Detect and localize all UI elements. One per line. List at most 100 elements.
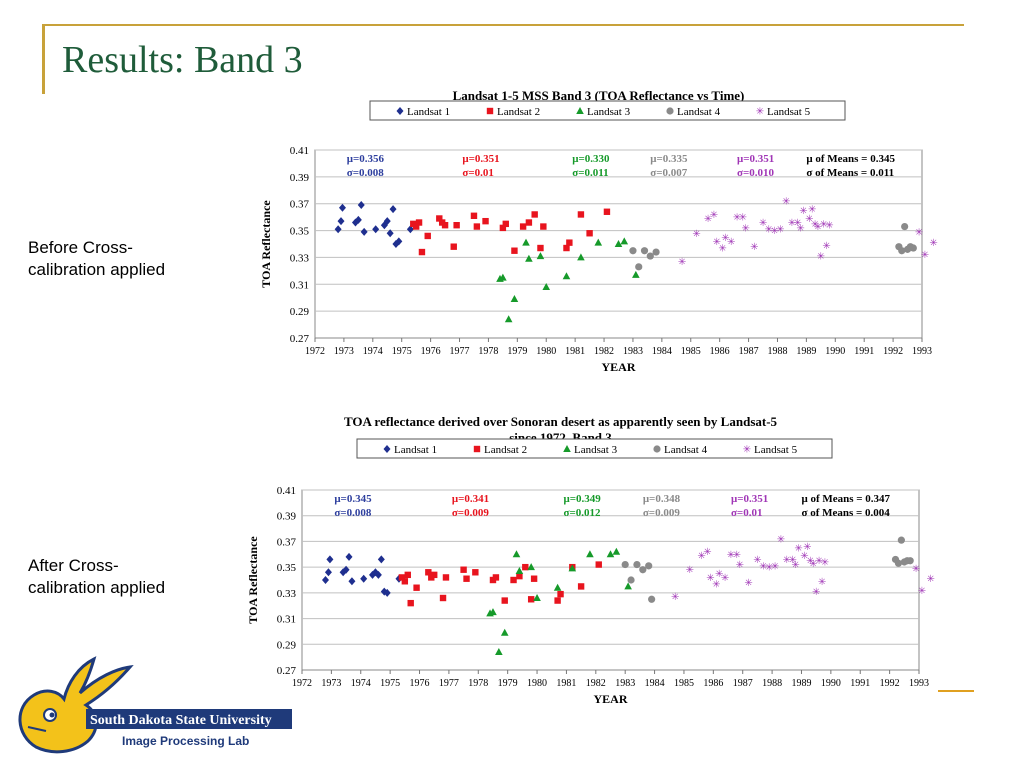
stat-annotation-sigma: σ=0.011 bbox=[572, 167, 608, 179]
stat-annotation-sigma: σ of Means = 0.004 bbox=[801, 507, 890, 519]
landsat-1-point bbox=[389, 205, 397, 214]
x-tick-label: 1977 bbox=[450, 346, 470, 357]
landsat-1-point bbox=[371, 568, 379, 577]
landsat-3-point bbox=[533, 594, 541, 601]
logo-line1: South Dakota State University bbox=[90, 713, 272, 728]
landsat-1-point bbox=[392, 240, 400, 248]
legend-box bbox=[369, 100, 846, 121]
landsat-1-point bbox=[322, 576, 330, 584]
landsat-3-point bbox=[512, 550, 521, 558]
landsat-5-point: ✳ bbox=[921, 250, 929, 261]
landsat-5-point: ✳ bbox=[814, 222, 822, 233]
x-tick-label: 1980 bbox=[527, 678, 547, 689]
landsat-2-point bbox=[407, 599, 414, 607]
landsat-1-point bbox=[383, 588, 391, 597]
landsat-5-point: ✳ bbox=[739, 213, 747, 224]
x-tick-label: 1982 bbox=[586, 678, 606, 689]
landsat-4-point bbox=[898, 247, 906, 255]
x-tick-label: 1987 bbox=[739, 346, 759, 357]
landsat-5-point: ✳ bbox=[929, 238, 937, 249]
legend-entry: Landsat 1 bbox=[407, 106, 450, 118]
x-tick-label: 1973 bbox=[334, 346, 354, 357]
landsat-5-point: ✳ bbox=[822, 241, 830, 252]
landsat-4-point bbox=[901, 222, 909, 231]
landsat-1-point bbox=[374, 570, 382, 579]
chart-legend: Landsat 1 Landsat 2 Landsat 3 Landsat 4 ✳ Lan… bbox=[369, 100, 846, 121]
landsat-5-point: ✳ bbox=[678, 257, 686, 268]
landsat-5-point: ✳ bbox=[918, 586, 926, 597]
landsat-5-point: ✳ bbox=[741, 223, 749, 234]
landsat-5-point: ✳ bbox=[706, 573, 714, 584]
landsat-3-point bbox=[612, 547, 621, 555]
landsat-2-point bbox=[595, 561, 602, 568]
landsat-5-point: ✳ bbox=[927, 574, 935, 585]
landsat-1-point bbox=[372, 225, 380, 234]
landsat-5-point: ✳ bbox=[727, 550, 735, 561]
landsat-5-point: ✳ bbox=[818, 577, 826, 588]
landsat-3-point bbox=[527, 563, 535, 571]
landsat-2-point bbox=[531, 211, 538, 218]
landsat-3-point bbox=[499, 273, 507, 281]
legend-marker bbox=[383, 445, 391, 453]
landsat-1-point bbox=[360, 574, 368, 583]
y-tick-label: 0.35 bbox=[277, 562, 297, 574]
x-tick-label: 1985 bbox=[674, 678, 694, 689]
x-tick-label: 1989 bbox=[791, 678, 811, 689]
landsat-5-point: ✳ bbox=[820, 219, 828, 230]
landsat-3-point bbox=[525, 254, 533, 262]
x-tick-label: 1976 bbox=[410, 678, 430, 689]
x-tick-label: 1983 bbox=[623, 346, 643, 357]
landsat-3-point bbox=[606, 550, 615, 558]
landsat-5-point: ✳ bbox=[771, 561, 779, 572]
stat-annotation-mean: μ=0.330 bbox=[572, 153, 610, 165]
landsat-2-point bbox=[563, 244, 570, 252]
landsat-4-point bbox=[629, 247, 637, 255]
chart-legend: Landsat 1 Landsat 2 Landsat 3 Landsat 4 ✳ Lan… bbox=[356, 438, 833, 459]
landsat-2-point bbox=[482, 217, 489, 225]
landsat-5-point: ✳ bbox=[782, 197, 790, 208]
landsat-5-point: ✳ bbox=[809, 559, 817, 570]
landsat-5-point: ✳ bbox=[806, 556, 814, 567]
logo-line2: Image Processing Lab bbox=[122, 734, 249, 748]
x-tick-label: 1993 bbox=[909, 678, 929, 689]
landsat-1-point bbox=[351, 218, 359, 227]
legend-box bbox=[356, 438, 833, 459]
landsat-2-point bbox=[415, 219, 423, 226]
landsat-5-point: ✳ bbox=[750, 242, 758, 253]
x-tick-label: 1988 bbox=[762, 678, 782, 689]
landsat-4-point bbox=[627, 576, 635, 584]
landsat-2-point bbox=[603, 208, 611, 215]
landsat-5-point: ✳ bbox=[825, 221, 833, 232]
landsat-3-point bbox=[614, 240, 623, 247]
landsat-2-point bbox=[540, 223, 547, 230]
landsat-2-point bbox=[519, 223, 527, 230]
landsat-1-point bbox=[348, 577, 356, 586]
before-label: Before Cross- calibration applied bbox=[28, 237, 228, 281]
stat-annotation-mean: μ=0.351 bbox=[737, 153, 774, 165]
x-tick-label: 1990 bbox=[821, 678, 841, 689]
landsat-2-point bbox=[463, 575, 470, 582]
stat-annotation-mean: μ=0.356 bbox=[347, 153, 385, 165]
landsat-3-point bbox=[536, 252, 545, 260]
y-tick-label: 0.41 bbox=[290, 145, 309, 157]
x-tick-label: 1981 bbox=[565, 346, 585, 357]
legend-marker bbox=[653, 445, 661, 453]
stat-annotation-mean: μ of Means = 0.347 bbox=[801, 493, 890, 505]
y-tick-label: 0.27 bbox=[277, 665, 297, 677]
y-tick-label: 0.33 bbox=[277, 588, 297, 600]
landsat-5-point: ✳ bbox=[805, 214, 813, 225]
landsat-5-point: ✳ bbox=[712, 579, 720, 590]
stat-annotation-mean: μ=0.348 bbox=[643, 493, 681, 505]
landsat-3-point bbox=[542, 282, 551, 290]
landsat-2-point bbox=[431, 571, 438, 579]
x-tick-label: 1978 bbox=[478, 346, 498, 357]
landsat-2-point bbox=[502, 220, 509, 228]
y-tick-label: 0.37 bbox=[290, 199, 310, 211]
landsat-2-point bbox=[404, 571, 411, 579]
y-tick-label: 0.41 bbox=[277, 485, 296, 497]
y-tick-label: 0.37 bbox=[277, 536, 297, 548]
landsat-2-point bbox=[398, 574, 406, 581]
after-label: After Cross- calibration applied bbox=[28, 555, 228, 599]
x-tick-label: 1973 bbox=[321, 678, 341, 689]
x-tick-label: 1979 bbox=[498, 678, 518, 689]
